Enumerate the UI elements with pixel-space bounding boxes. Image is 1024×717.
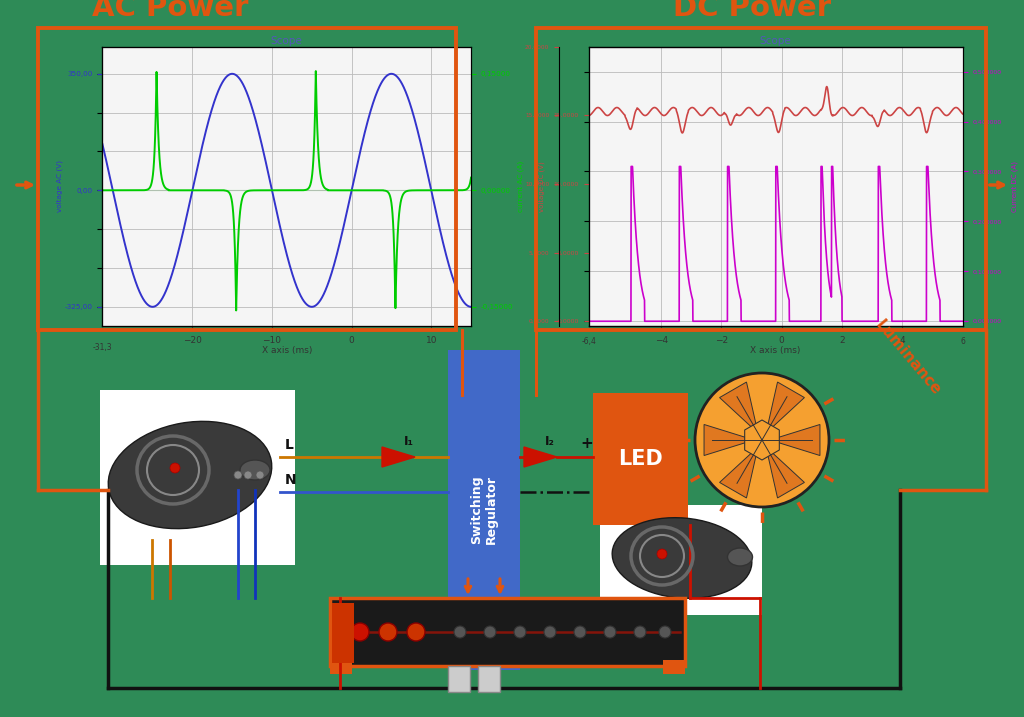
Bar (330, 660, 352, 674)
Text: Switching
Regulator: Switching Regulator (470, 475, 498, 544)
Text: 6: 6 (961, 337, 965, 346)
Text: I₁: I₁ (404, 435, 414, 448)
Text: LED: LED (617, 449, 663, 469)
Circle shape (234, 471, 242, 479)
Bar (600, 505, 762, 615)
Bar (100, 390, 295, 565)
Circle shape (604, 626, 616, 638)
Bar (536, 28, 986, 330)
Circle shape (514, 626, 526, 638)
Circle shape (544, 626, 556, 638)
Circle shape (484, 626, 496, 638)
Text: DC Power: DC Power (673, 0, 831, 22)
Ellipse shape (612, 518, 752, 598)
Bar (449, 666, 470, 692)
Title: Scope: Scope (760, 36, 792, 46)
Text: Luminance: Luminance (872, 317, 943, 398)
Circle shape (351, 623, 369, 641)
Bar (478, 666, 500, 692)
Polygon shape (705, 424, 754, 455)
Polygon shape (382, 447, 415, 467)
Polygon shape (766, 447, 805, 498)
Text: AC Power: AC Power (92, 0, 248, 22)
Bar (332, 603, 354, 663)
Bar (38, 28, 456, 330)
Text: N: N (285, 473, 297, 487)
Text: -6,4: -6,4 (582, 337, 596, 346)
Text: I₂: I₂ (545, 435, 555, 448)
X-axis label: X axis (ms): X axis (ms) (261, 346, 312, 356)
Bar (663, 660, 685, 674)
Text: +: + (580, 436, 593, 451)
Polygon shape (720, 382, 758, 433)
Circle shape (256, 471, 264, 479)
Ellipse shape (727, 548, 753, 566)
Polygon shape (770, 424, 820, 455)
Circle shape (659, 626, 671, 638)
Polygon shape (720, 447, 758, 498)
Circle shape (574, 626, 586, 638)
Circle shape (695, 373, 829, 507)
Polygon shape (524, 447, 557, 467)
Text: L: L (285, 438, 294, 452)
Bar (449, 350, 520, 670)
Circle shape (634, 626, 646, 638)
Polygon shape (766, 382, 805, 433)
Title: Scope: Scope (270, 36, 303, 46)
Circle shape (244, 471, 252, 479)
Text: current AC (A): current AC (A) (517, 161, 524, 212)
Ellipse shape (109, 422, 271, 528)
Circle shape (454, 626, 466, 638)
Circle shape (170, 463, 180, 473)
Polygon shape (744, 420, 779, 460)
Circle shape (407, 623, 425, 641)
Circle shape (657, 549, 667, 559)
Circle shape (379, 623, 397, 641)
Text: Current DC (A): Current DC (A) (1012, 161, 1018, 212)
Text: -31,3: -31,3 (92, 343, 113, 351)
Ellipse shape (240, 460, 270, 480)
Bar (593, 393, 688, 525)
X-axis label: X axis (ms): X axis (ms) (751, 346, 801, 356)
Text: voltage AC (V): voltage AC (V) (56, 161, 63, 212)
Bar (330, 598, 685, 666)
Text: voltage DC (V): voltage DC (V) (539, 161, 546, 212)
